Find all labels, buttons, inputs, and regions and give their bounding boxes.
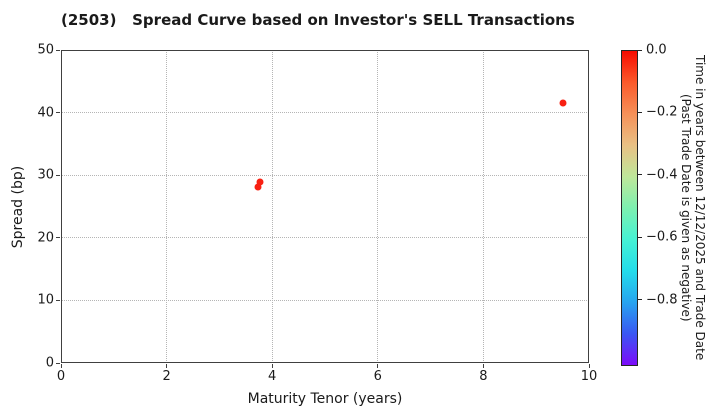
x-tick-mark [271,364,273,368]
x-tick-label: 8 [479,369,488,384]
x-tick-label: 6 [373,369,382,384]
colorbar-tick-mark [638,299,642,301]
chart-title: (2503) Spread Curve based on Investor's … [61,11,575,29]
y-tick-mark [56,362,60,364]
gridline-horizontal [61,112,589,114]
x-tick-label: 2 [162,369,171,384]
scatter-point [256,178,264,186]
colorbar-tick-label: −0.8 [646,292,678,308]
colorbar-tick-mark [638,236,642,238]
colorbar-tick-label: −0.6 [646,229,678,245]
gridline-vertical [271,50,273,363]
x-tick-label: 0 [56,369,66,384]
x-tick-mark [166,364,168,368]
colorbar-tick-mark [638,174,642,176]
colorbar-tick-label: −0.4 [646,167,678,183]
x-axis-label: Maturity Tenor (years) [247,391,403,407]
colorbar-tick-mark [638,111,642,113]
y-tick-label: 30 [37,167,54,183]
colorbar-label-line1: Time in years between 12/12/2025 and Tra… [693,55,707,361]
gridline-vertical [166,50,168,363]
scatter-point [254,183,262,191]
y-tick-label: 0 [45,355,54,371]
gridline-vertical [482,50,484,363]
y-tick-mark [56,237,60,239]
x-tick-label: 4 [268,369,277,384]
colorbar-tick-mark [638,49,642,51]
plot-area [61,50,589,363]
x-tick-mark [60,364,62,368]
y-tick-label: 10 [37,292,54,308]
colorbar-gradient [621,50,638,366]
x-tick-mark [588,364,590,368]
y-tick-label: 20 [37,230,54,246]
x-tick-mark [482,364,484,368]
colorbar-label-line2: (Past Trade Date is given as negative) [679,94,693,322]
colorbar-tick-label: 0.0 [646,42,667,58]
scatter-point [559,99,567,107]
x-tick-mark [377,364,379,368]
y-tick-mark [56,49,60,51]
x-tick-label: 10 [580,369,598,384]
gridline-horizontal [61,237,589,239]
y-tick-mark [56,112,60,114]
y-tick-label: 50 [37,42,54,58]
gridline-horizontal [61,174,589,176]
gridline-horizontal [61,299,589,301]
colorbar-label: Time in years between 12/12/2025 and Tra… [679,50,707,366]
gridline-vertical [377,50,379,363]
y-tick-mark [56,299,60,301]
y-tick-label: 40 [37,105,54,121]
colorbar-tick-label: −0.2 [646,104,678,120]
y-tick-mark [56,174,60,176]
